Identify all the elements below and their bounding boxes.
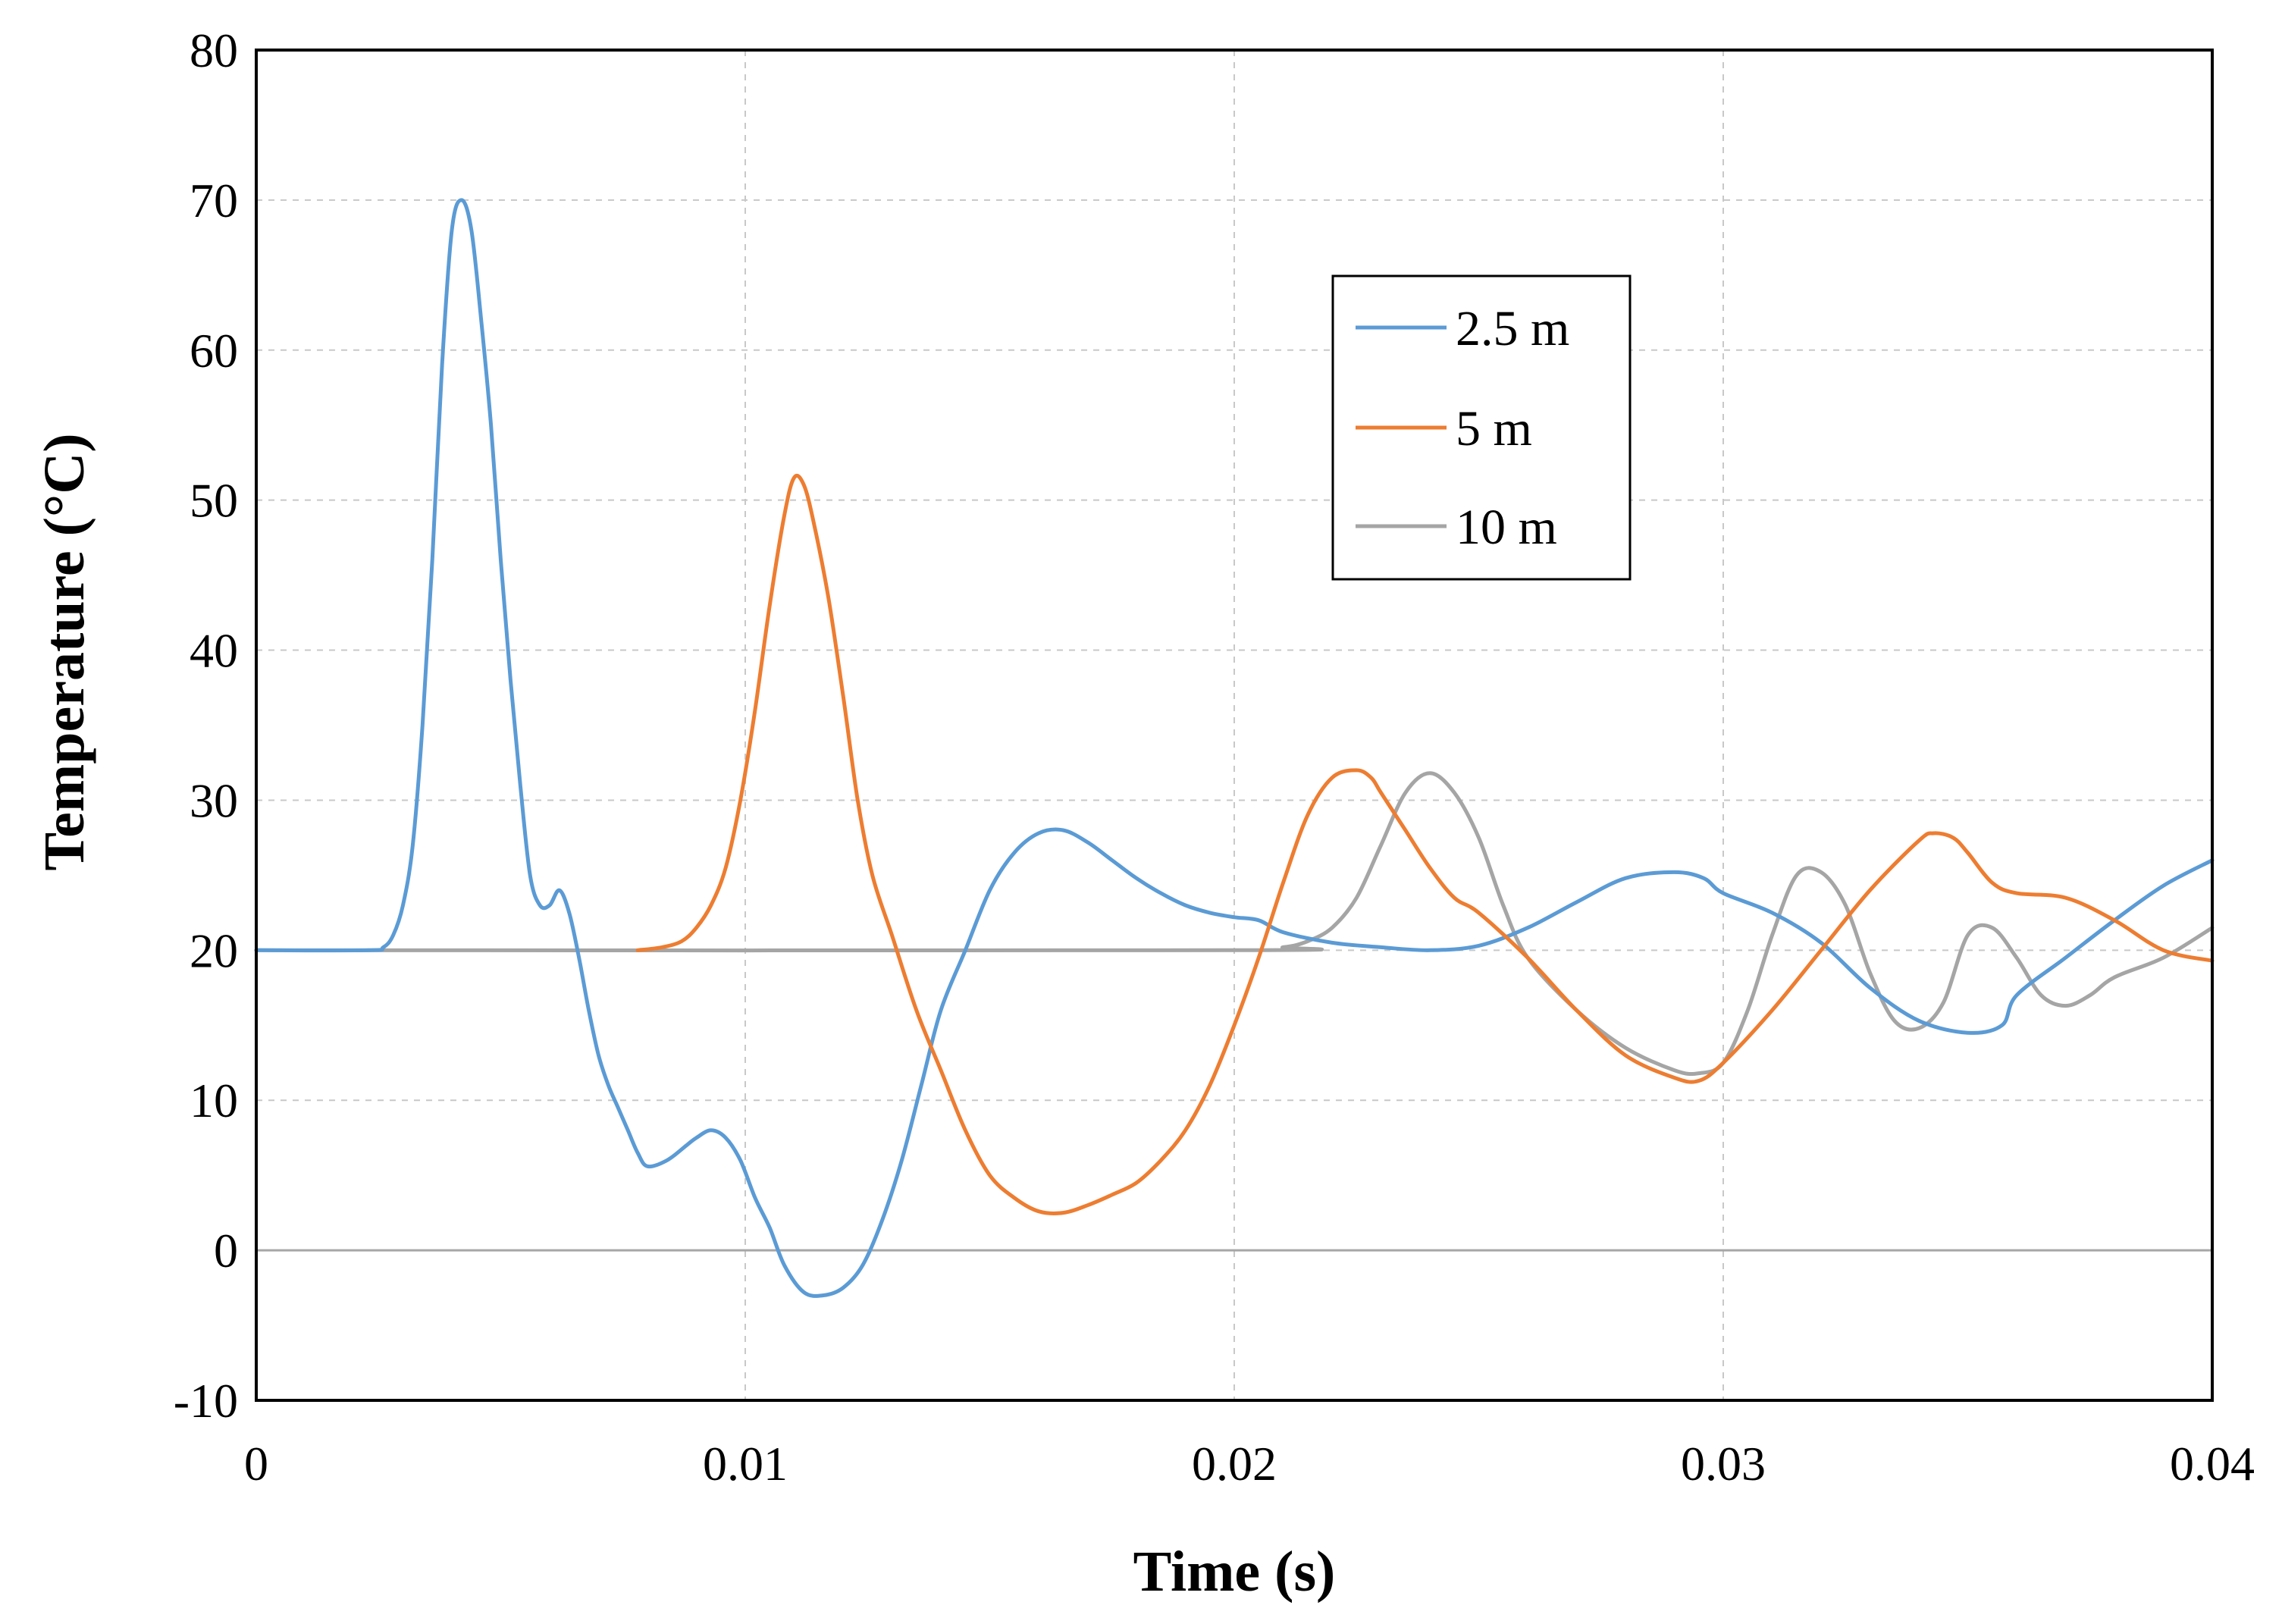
y-tick-label: 10 bbox=[190, 1074, 238, 1127]
x-tick-label: 0.01 bbox=[703, 1437, 788, 1491]
legend: 2.5 m 5 m 10 m bbox=[1331, 274, 1632, 581]
x-tick-label: 0.03 bbox=[1681, 1437, 1766, 1491]
x-tick-label: 0.04 bbox=[2170, 1437, 2255, 1491]
y-tick-label: 80 bbox=[190, 24, 238, 77]
y-tick-label: 70 bbox=[190, 174, 238, 227]
y-tick-label: 50 bbox=[190, 474, 238, 528]
grid-lines bbox=[256, 50, 2212, 1400]
series-line-10m bbox=[254, 771, 2215, 1077]
legend-label-5m: 5 m bbox=[1456, 401, 1532, 456]
series-lines bbox=[254, 198, 2215, 1298]
plot-area-frame bbox=[255, 49, 2214, 1402]
y-tick-label: -10 bbox=[174, 1374, 238, 1428]
legend-label-2-5m: 2.5 m bbox=[1456, 301, 1569, 356]
x-tick-label: 0.02 bbox=[1192, 1437, 1277, 1491]
legend-label-10m: 10 m bbox=[1456, 500, 1557, 555]
y-tick-label: 40 bbox=[190, 624, 238, 678]
y-axis-tick-labels: -10 0 10 20 30 40 50 60 70 80 bbox=[174, 24, 238, 1428]
y-tick-label: 0 bbox=[214, 1224, 238, 1278]
x-tick-label: 0 bbox=[244, 1437, 268, 1491]
y-tick-label: 60 bbox=[190, 324, 238, 378]
series-line-5m bbox=[635, 473, 2215, 1215]
y-tick-label: 30 bbox=[190, 773, 238, 827]
series-line-2-5m bbox=[254, 198, 2215, 1298]
x-axis-title: Time (s) bbox=[1133, 1540, 1336, 1604]
x-axis-tick-labels: 0 0.01 0.02 0.03 0.04 bbox=[244, 1437, 2255, 1491]
y-axis-title: Temperature (°C) bbox=[33, 433, 96, 870]
y-tick-label: 20 bbox=[190, 923, 238, 977]
